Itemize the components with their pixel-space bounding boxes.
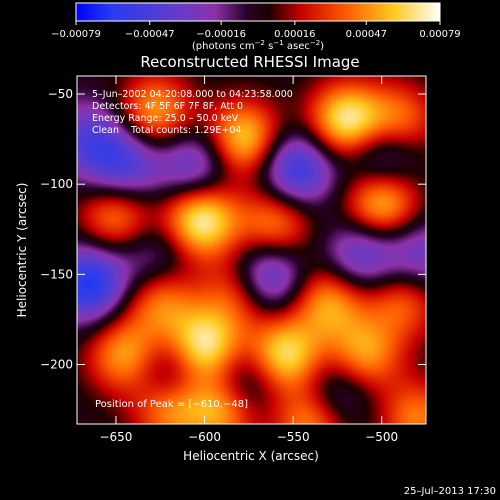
x-tick-label: −550	[277, 430, 310, 444]
info-block: 5–Jun–2002 04:20:08.000 to 04:23:58.000 …	[92, 89, 293, 136]
plot-frame	[76, 75, 427, 425]
y-axis-label: Heliocentric Y (arcsec)	[15, 183, 29, 318]
y-tick-label: −200	[40, 357, 73, 371]
info-line-time: 5–Jun–2002 04:20:08.000 to 04:23:58.000	[92, 89, 293, 100]
unit-exponent: −1	[273, 39, 283, 47]
x-tick-label: −650	[99, 430, 132, 444]
colorbar-ticks: −0.00079 −0.00047 −0.00016 0.00016 0.00047 0.…	[51, 21, 461, 40]
unit-text: s	[265, 41, 273, 52]
y-axis: −50 −100 −150 −200	[40, 87, 426, 371]
colorbar-tick-label: 0.00047	[346, 29, 387, 40]
info-line-detectors: Detectors: 4F 5F 6F 7F 8F, Att 0	[92, 101, 243, 112]
colorbar-tick-label: −0.00079	[51, 29, 101, 40]
unit-text: asec	[284, 41, 310, 52]
colorbar-tick-label: −0.00047	[125, 29, 175, 40]
y-tick-label: −150	[40, 267, 73, 281]
chart-title: Reconstructed RHESSI Image	[140, 53, 359, 71]
x-axis-label: Heliocentric X (arcsec)	[183, 449, 319, 463]
heatmap-image	[77, 76, 426, 424]
unit-exponent: −2	[310, 39, 320, 47]
x-axis: −650 −600 −550 −500	[99, 76, 398, 444]
colorbar-tick-label: −0.00016	[196, 29, 246, 40]
info-line-energy: Energy Range: 25.0 – 50.0 keV	[92, 113, 239, 124]
footer-timestamp: 25–Jul–2013 17:30	[404, 486, 496, 497]
unit-text: )	[320, 41, 324, 52]
colorbar-unit-label: (photons cm−2 s−1 asec−2)	[192, 39, 324, 52]
peak-position-label: Position of Peak = [−610,−48]	[95, 399, 248, 410]
colorbar-tick-label: 0.00079	[419, 29, 460, 40]
y-tick-label: −100	[40, 177, 73, 191]
unit-text: (photons cm	[192, 41, 255, 52]
info-line-clean: Clean Total counts: 1.29E+04	[92, 125, 241, 136]
colorbar	[75, 2, 441, 22]
colorbar-tick-label: 0.00016	[274, 29, 315, 40]
unit-exponent: −2	[255, 39, 265, 47]
x-tick-label: −500	[365, 430, 398, 444]
y-tick-label: −50	[48, 87, 73, 101]
x-tick-label: −600	[188, 430, 221, 444]
